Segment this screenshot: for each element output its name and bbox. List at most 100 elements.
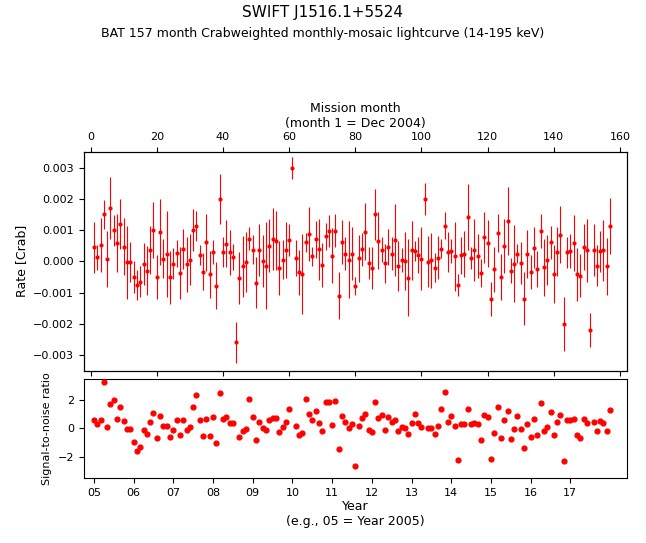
- Point: [459, 419, 470, 428]
- Point: [258, 424, 268, 432]
- Point: [314, 418, 324, 427]
- Point: [383, 413, 393, 421]
- Point: [439, 387, 450, 396]
- Point: [178, 415, 189, 424]
- Point: [350, 462, 360, 470]
- Point: [112, 415, 122, 424]
- Point: [198, 432, 208, 440]
- Point: [509, 425, 519, 433]
- Point: [410, 409, 420, 418]
- Point: [141, 430, 152, 438]
- Point: [224, 418, 234, 427]
- Point: [340, 418, 351, 426]
- Point: [344, 423, 354, 432]
- Point: [149, 408, 159, 417]
- Point: [182, 426, 192, 434]
- Point: [545, 407, 556, 416]
- Point: [267, 414, 278, 422]
- Point: [400, 424, 410, 432]
- Point: [284, 405, 295, 413]
- Point: [539, 427, 549, 435]
- Point: [413, 419, 423, 427]
- Point: [118, 416, 129, 425]
- Point: [135, 443, 145, 451]
- Text: BAT 157 month Crabweighted monthly-mosaic lightcurve (14-195 keV): BAT 157 month Crabweighted monthly-mosai…: [101, 27, 545, 40]
- Point: [492, 403, 503, 412]
- Point: [592, 427, 602, 435]
- Point: [503, 407, 513, 416]
- Point: [512, 412, 523, 421]
- Point: [155, 412, 165, 420]
- Point: [506, 434, 516, 443]
- Point: [244, 395, 255, 403]
- Point: [433, 421, 443, 430]
- Point: [188, 403, 198, 412]
- Point: [473, 420, 483, 429]
- Point: [559, 457, 569, 465]
- Point: [129, 438, 139, 446]
- Point: [191, 391, 202, 400]
- Point: [125, 425, 136, 433]
- Point: [96, 415, 106, 424]
- Point: [333, 445, 344, 453]
- Point: [463, 405, 473, 413]
- Point: [479, 411, 490, 419]
- Point: [221, 413, 231, 421]
- Point: [450, 422, 460, 431]
- Point: [171, 415, 182, 424]
- Point: [453, 455, 463, 464]
- Point: [495, 434, 506, 443]
- Point: [397, 422, 407, 431]
- Point: [367, 428, 377, 437]
- Point: [277, 423, 287, 432]
- Point: [390, 415, 400, 424]
- Point: [393, 426, 404, 435]
- Point: [194, 415, 205, 424]
- Y-axis label: Signal-to-noise ratio: Signal-to-noise ratio: [42, 372, 52, 484]
- Point: [568, 414, 579, 423]
- Point: [582, 419, 592, 428]
- Point: [251, 435, 261, 444]
- Point: [214, 388, 225, 397]
- Point: [466, 420, 476, 428]
- Point: [324, 397, 334, 406]
- Point: [525, 432, 536, 441]
- Text: SWIFT J1516.1+5524: SWIFT J1516.1+5524: [242, 5, 404, 21]
- Point: [565, 415, 576, 424]
- Point: [380, 425, 390, 434]
- Point: [162, 421, 172, 430]
- Point: [347, 420, 357, 428]
- Point: [536, 399, 546, 407]
- Point: [522, 420, 532, 428]
- Point: [132, 446, 142, 455]
- Point: [353, 422, 364, 431]
- Point: [280, 418, 291, 427]
- Point: [102, 422, 112, 431]
- Point: [317, 426, 328, 435]
- Point: [548, 430, 559, 439]
- Point: [297, 428, 307, 437]
- Point: [436, 405, 446, 414]
- Point: [337, 412, 348, 420]
- Point: [152, 434, 162, 443]
- Point: [202, 414, 212, 423]
- Point: [542, 423, 552, 432]
- Point: [327, 421, 337, 430]
- Point: [218, 415, 228, 424]
- Point: [529, 414, 539, 423]
- Point: [605, 406, 615, 415]
- Point: [211, 439, 222, 447]
- Point: [105, 400, 116, 408]
- Point: [416, 422, 426, 431]
- Point: [208, 413, 218, 421]
- Point: [287, 302, 298, 311]
- Point: [145, 417, 155, 426]
- Point: [363, 426, 373, 434]
- Point: [175, 430, 185, 439]
- Point: [261, 425, 271, 434]
- Point: [158, 422, 169, 431]
- Point: [430, 430, 440, 439]
- Point: [205, 432, 215, 440]
- Y-axis label: Rate [Crab]: Rate [Crab]: [15, 225, 28, 298]
- Point: [443, 418, 453, 426]
